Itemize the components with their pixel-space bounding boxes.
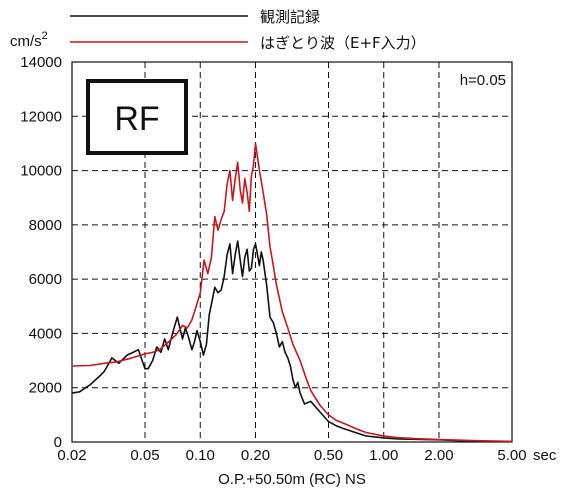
y-tick-label: 8000	[29, 217, 62, 234]
y-unit-label: cm/s2	[10, 30, 48, 50]
y-axis-ticks: 0 2000 4000 6000 8000 10000 12000 14000	[20, 54, 62, 451]
x-axis-label: O.P.+50.50m (RC) NS	[218, 471, 366, 488]
damping-annotation: h=0.05	[460, 72, 506, 89]
y-tick-label: 14000	[20, 54, 62, 71]
x-tick-label: 0.05	[130, 447, 159, 464]
x-tick-label: 0.10	[186, 447, 215, 464]
series-line-1	[71, 142, 513, 443]
y-unit-base: cm/s	[10, 33, 42, 50]
x-tick-label: 2.00	[424, 447, 453, 464]
y-tick-label: 12000	[20, 108, 62, 125]
x-tick-label: 0.50	[314, 447, 343, 464]
x-tick-label: 5.00	[497, 447, 526, 464]
y-tick-label: 10000	[20, 163, 62, 180]
x-unit-label: sec	[533, 447, 557, 464]
y-tick-label: 2000	[29, 380, 62, 397]
y-tick-label: 6000	[29, 271, 62, 288]
y-tick-label: 4000	[29, 325, 62, 342]
legend: 観測記録 はぎとり波（E+F入力）	[70, 8, 426, 52]
panel-label: RF	[114, 100, 159, 138]
y-tick-label: 0	[54, 434, 62, 451]
panel-label-box: RF	[86, 79, 188, 155]
y-unit-exponent: 2	[42, 30, 48, 42]
legend-label-observed: 観測記録	[260, 8, 320, 26]
legend-label-stripped: はぎとり波（E+F入力）	[260, 34, 426, 52]
plot-frame	[71, 61, 513, 443]
x-tick-label: 0.20	[241, 447, 270, 464]
x-tick-label: 1.00	[369, 447, 398, 464]
x-tick-label: 0.02	[57, 447, 86, 464]
x-axis-ticks: 0.02 0.05 0.10 0.20 0.50 1.00 2.00 5.00	[57, 447, 526, 464]
series-group	[71, 142, 513, 443]
